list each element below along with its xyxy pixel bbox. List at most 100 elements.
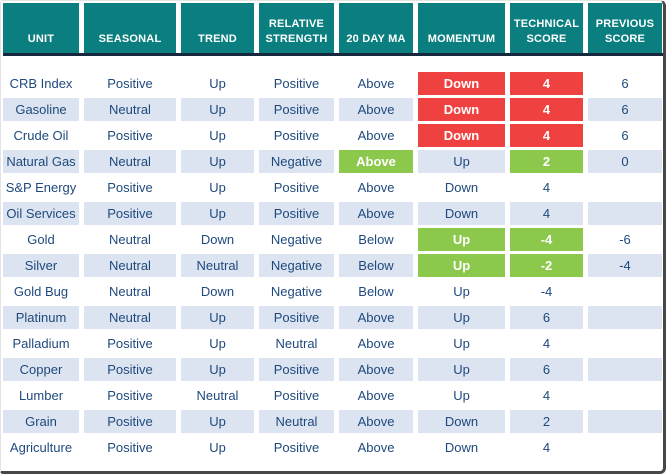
table-row: Copper Positive Up Positive Above Up 6 <box>3 358 663 381</box>
cell-ma-20-day: Above <box>339 410 413 433</box>
table-row: Grain Positive Up Neutral Above Down 2 <box>3 410 663 433</box>
cell-momentum: Up <box>418 254 505 277</box>
cell-seasonal: Neutral <box>84 98 176 121</box>
cell-technical-score: -4 <box>540 284 553 299</box>
cell-ma-20-day: Below <box>339 254 413 277</box>
cell-trend: Up <box>209 180 226 195</box>
header-cell-momentum: MOMENTUM <box>418 3 505 53</box>
cell-unit: Natural Gas <box>3 150 79 173</box>
cell-previous-score <box>588 176 662 199</box>
cell-unit: Palladium <box>12 336 70 351</box>
cell-relative-strength: Positive <box>259 98 334 121</box>
cell-ma-20-day: Above <box>357 128 395 143</box>
cell-relative-strength: Negative <box>270 284 323 299</box>
cell-technical-score: 4 <box>510 202 583 225</box>
table-row: Platinum Neutral Up Positive Above Up 6 <box>3 306 663 329</box>
cell-unit: Crude Oil <box>13 128 69 143</box>
cell-ma-20-day: Above <box>339 358 413 381</box>
cell-ma-20-day: Above <box>357 388 395 403</box>
cell-technical-score: -4 <box>510 228 583 251</box>
cell-unit: Gold <box>27 232 55 247</box>
header-cell-trend: TREND <box>181 3 254 53</box>
cell-relative-strength: Negative <box>259 254 334 277</box>
cell-momentum: Up <box>453 284 470 299</box>
cell-trend: Up <box>181 202 254 225</box>
cell-unit: S&P Energy <box>5 180 77 195</box>
cell-ma-20-day: Above <box>357 336 395 351</box>
cell-seasonal: Neutral <box>84 254 176 277</box>
table-row: Oil Services Positive Up Positive Above Down 4 <box>3 202 663 225</box>
header-cell-seasonal: SEASONAL <box>84 3 176 53</box>
table-row: Lumber Positive Neutral Positive Above Up 4 <box>3 384 663 407</box>
cell-relative-strength: Positive <box>259 358 334 381</box>
table-row: Agriculture Positive Up Positive Above Down 4 <box>3 436 663 459</box>
cell-momentum: Down <box>444 180 479 195</box>
cell-trend: Up <box>181 358 254 381</box>
cell-trend: Neutral <box>181 254 254 277</box>
cell-seasonal: Positive <box>107 336 153 351</box>
cell-previous-score <box>588 410 662 433</box>
cell-momentum: Up <box>453 388 470 403</box>
cell-previous-score <box>588 358 662 381</box>
cell-previous-score <box>588 436 662 459</box>
cell-momentum: Up <box>453 336 470 351</box>
cell-unit: Grain <box>3 410 79 433</box>
cell-trend: Down <box>200 232 235 247</box>
cell-technical-score: 4 <box>542 440 551 455</box>
cell-technical-score: -2 <box>510 254 583 277</box>
cell-relative-strength: Positive <box>259 306 334 329</box>
cell-unit: Copper <box>3 358 79 381</box>
cell-seasonal: Positive <box>107 440 153 455</box>
cell-previous-score: -6 <box>619 232 631 247</box>
table-row: Natural Gas Neutral Up Negative Above Up 2 0 <box>3 150 663 173</box>
cell-previous-score: 6 <box>621 76 629 91</box>
cell-relative-strength: Positive <box>273 440 320 455</box>
cell-relative-strength: Negative <box>270 232 323 247</box>
cell-previous-score: 6 <box>621 128 629 143</box>
cell-seasonal: Neutral <box>109 284 151 299</box>
cell-relative-strength: Positive <box>273 180 320 195</box>
cell-seasonal: Neutral <box>109 232 151 247</box>
table-row: Crude Oil Positive Up Positive Above Down 4 6 <box>3 124 663 147</box>
header-cell-unit: UNIT <box>3 3 79 53</box>
table-row: Palladium Positive Up Neutral Above Up 4 <box>3 332 663 355</box>
cell-technical-score: 2 <box>510 410 583 433</box>
cell-seasonal: Neutral <box>84 306 176 329</box>
cell-seasonal: Positive <box>107 76 153 91</box>
cell-trend: Up <box>181 98 254 121</box>
cell-relative-strength: Positive <box>273 388 320 403</box>
header-cell-previous-score: PREVIOUS SCORE <box>588 3 662 53</box>
cell-seasonal: Positive <box>107 180 153 195</box>
cell-momentum: Up <box>418 228 505 251</box>
cell-ma-20-day: Above <box>339 98 413 121</box>
cell-ma-20-day: Above <box>357 440 395 455</box>
cell-seasonal: Positive <box>84 202 176 225</box>
cell-seasonal: Positive <box>84 410 176 433</box>
cell-relative-strength: Neutral <box>259 410 334 433</box>
cell-unit: Silver <box>3 254 79 277</box>
table-row: Gold Neutral Down Negative Below Up -4 -6 <box>3 228 663 251</box>
table-body: CRB Index Positive Up Positive Above Down 4 6 Ga… <box>3 72 663 459</box>
cell-relative-strength: Positive <box>259 202 334 225</box>
cell-previous-score <box>588 202 662 225</box>
cell-momentum: Up <box>418 306 505 329</box>
cell-previous-score: -4 <box>588 254 662 277</box>
cell-momentum: Down <box>444 440 479 455</box>
header-cell-20-day-ma: 20 DAY MA <box>339 3 413 53</box>
cell-trend: Up <box>209 76 226 91</box>
cell-technical-score: 2 <box>510 150 583 173</box>
cell-momentum: Down <box>418 202 505 225</box>
cell-relative-strength: Negative <box>259 150 334 173</box>
cell-previous-score: 6 <box>588 98 662 121</box>
cell-trend: Up <box>209 336 226 351</box>
cell-trend: Neutral <box>196 388 239 403</box>
cell-unit: CRB Index <box>9 76 73 91</box>
table-row: Gold Bug Neutral Down Negative Below Up -4 <box>3 280 663 303</box>
cell-trend: Up <box>209 440 226 455</box>
cell-ma-20-day: Above <box>339 202 413 225</box>
cell-trend: Up <box>181 306 254 329</box>
cell-previous-score <box>588 332 662 355</box>
cell-technical-score: 4 <box>542 388 551 403</box>
cell-relative-strength: Positive <box>273 76 320 91</box>
header-cell-technical-score: TECHNICAL SCORE <box>510 3 583 53</box>
